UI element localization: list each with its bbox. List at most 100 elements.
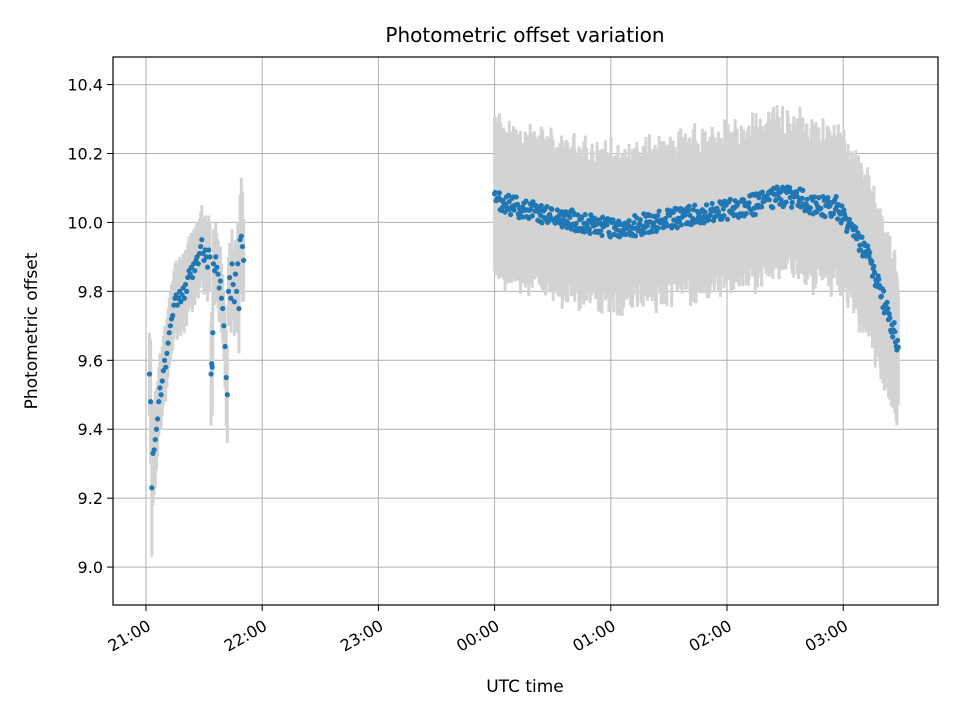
data-point [184,288,190,294]
data-point [189,274,196,281]
data-point [804,196,810,202]
data-point [777,189,784,195]
data-point [816,195,822,201]
data-point [858,247,864,253]
data-point [869,258,875,264]
y-tick-label: 9.8 [78,282,103,301]
data-point [818,205,824,211]
data-point [192,268,198,274]
y-axis-label: Photometric offset [22,252,42,409]
data-point [812,194,818,200]
x-tick-label: 00:00 [453,616,502,656]
data-point [165,340,171,346]
data-point [528,206,534,212]
data-point [716,212,722,218]
data-point [857,242,863,248]
data-point [234,288,240,294]
data-point [724,216,731,222]
y-tick-label: 10.4 [67,76,103,95]
data-point [766,197,772,203]
data-point [241,257,247,263]
data-point [662,216,669,222]
data-point [641,230,648,236]
data-point [727,196,733,202]
data-point [230,281,236,288]
y-tick-label: 9.2 [78,489,103,508]
data-point [539,220,545,226]
y-tick-label: 10.0 [67,213,103,232]
data-point [690,207,696,213]
data-point [859,234,865,240]
data-point [582,211,588,218]
data-point [752,211,758,218]
data-point [702,209,708,215]
data-point [228,295,234,301]
data-point [884,299,890,305]
data-point [231,299,237,305]
data-point [632,233,639,239]
data-point [869,273,876,279]
data-point [166,330,172,336]
data-point [841,207,847,213]
data-point [830,211,837,217]
data-point [561,213,567,219]
data-point [214,264,220,270]
data-point [159,378,165,384]
data-point [523,198,529,204]
data-point [170,312,176,319]
data-point [587,230,593,237]
data-point [876,276,882,282]
data-point [529,213,535,219]
data-point [756,195,762,201]
data-point [199,237,205,243]
data-point [215,271,221,277]
data-point [225,288,232,294]
data-point [151,447,157,453]
data-point [833,193,839,200]
data-point [853,225,859,231]
x-tick-label: 01:00 [569,616,618,656]
data-point [568,226,574,232]
data-point [156,399,162,405]
data-point [784,189,790,196]
data-point [505,192,512,198]
data-point [788,189,794,195]
data-point [800,187,806,193]
data-point [865,243,871,249]
data-point [210,261,216,267]
data-point [206,247,212,253]
data-point [492,189,498,196]
data-point [825,195,831,201]
data-point [789,204,795,210]
data-point [709,200,715,207]
data-point [746,200,752,206]
data-point [655,225,662,231]
data-point [232,271,239,277]
data-point [545,218,551,224]
data-point [223,374,229,381]
data-point [892,329,898,335]
x-tick-label: 22:00 [221,616,270,656]
data-point [239,243,246,250]
data-point [895,344,901,350]
data-point [152,436,158,443]
data-point [515,201,521,208]
y-tick-label: 9.6 [78,351,103,370]
data-point [753,191,759,197]
data-point [822,213,828,220]
data-point [610,217,616,223]
data-point [235,261,241,267]
chart-title: Photometric offset variation [385,23,664,47]
data-point [885,305,891,312]
data-point [637,217,643,223]
data-point [195,261,201,267]
data-point [567,214,573,220]
data-point [685,207,692,213]
data-point [789,199,795,206]
data-point [867,249,873,256]
data-point [204,264,211,270]
data-point [579,215,585,221]
data-point [161,357,168,363]
data-point [807,205,814,211]
data-point [783,199,789,205]
